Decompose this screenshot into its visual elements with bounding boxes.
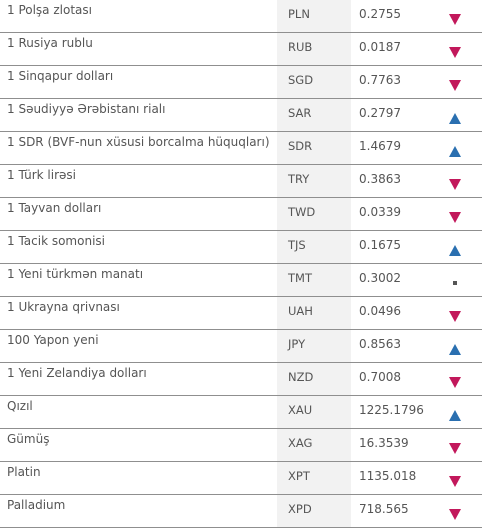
- arrow-up-icon: [449, 112, 461, 124]
- exchange-rate: 1135.018: [359, 469, 417, 483]
- arrow-down-icon: [449, 46, 461, 58]
- table-row: 1 Yeni türkmən manatı TMT 0.3002: [0, 264, 482, 297]
- exchange-rate: 0.2797: [359, 106, 401, 120]
- trend-indicator: [428, 231, 482, 263]
- arrow-down-icon: [449, 310, 461, 322]
- currency-name: 1 SDR (BVF-nun xüsusi borcalma hüquqları…: [7, 135, 270, 149]
- trend-indicator: [428, 396, 482, 428]
- currency-name: 1 Yeni türkmən manatı: [7, 267, 144, 281]
- currency-name: 1 Tayvan dolları: [7, 201, 102, 215]
- trend-indicator: [428, 429, 482, 461]
- currency-name: 1 Rusiya rublu: [7, 36, 93, 50]
- currency-code: UAH: [277, 297, 351, 329]
- table-row: 1 Sinqapur dolları SGD 0.7763: [0, 66, 482, 99]
- exchange-rate: 0.3863: [359, 172, 401, 186]
- currency-name: 1 Yeni Zelandiya dolları: [7, 366, 147, 380]
- currency-code: SGD: [277, 66, 351, 98]
- trend-indicator: [428, 99, 482, 131]
- currency-code: TJS: [277, 231, 351, 263]
- exchange-rate: 16.3539: [359, 436, 409, 450]
- currency-name: 1 Səudiyyə Ərəbistanı rialı: [7, 102, 166, 116]
- exchange-rate: 0.0187: [359, 40, 401, 54]
- exchange-rate: 1.4679: [359, 139, 401, 153]
- table-row: 1 Ukrayna qrivnası UAH 0.0496: [0, 297, 482, 330]
- trend-indicator: [428, 495, 482, 527]
- table-row: 1 Yeni Zelandiya dolları NZD 0.7008: [0, 363, 482, 396]
- table-row: 1 Rusiya rublu RUB 0.0187: [0, 33, 482, 66]
- currency-name: 1 Tacik somonisi: [7, 234, 105, 248]
- currency-name: 1 Sinqapur dolları: [7, 69, 114, 83]
- arrow-up-icon: [449, 343, 461, 355]
- currency-name: Platin: [7, 465, 41, 479]
- currency-code: RUB: [277, 33, 351, 65]
- table-row: Gümüş XAG 16.3539: [0, 429, 482, 462]
- trend-indicator: [428, 297, 482, 329]
- table-row: 1 Türk lirəsi TRY 0.3863: [0, 165, 482, 198]
- trend-indicator: [428, 330, 482, 362]
- currency-code: PLN: [277, 0, 351, 32]
- currency-name: Palladium: [7, 498, 66, 512]
- exchange-rate: 0.7008: [359, 370, 401, 384]
- currency-code: JPY: [277, 330, 351, 362]
- arrow-down-icon: [449, 508, 461, 520]
- currency-name: Qızıl: [7, 399, 33, 413]
- table-row: 1 Polşa zlotası PLN 0.2755: [0, 0, 482, 33]
- currency-code: TMT: [277, 264, 351, 296]
- table-row: Platin XPT 1135.018: [0, 462, 482, 495]
- currency-code: XPD: [277, 495, 351, 527]
- table-row: 100 Yapon yeni JPY 0.8563: [0, 330, 482, 363]
- exchange-rate: 0.1675: [359, 238, 401, 252]
- currency-name: Gümüş: [7, 432, 50, 446]
- exchange-rate: 0.3002: [359, 271, 401, 285]
- currency-name: 1 Polşa zlotası: [7, 3, 92, 17]
- currency-code: SAR: [277, 99, 351, 131]
- exchange-rate: 0.8563: [359, 337, 401, 351]
- exchange-rate: 0.2755: [359, 7, 401, 21]
- unchanged-icon: [453, 281, 457, 285]
- arrow-down-icon: [449, 13, 461, 25]
- currency-code: XAU: [277, 396, 351, 428]
- currency-name: 1 Türk lirəsi: [7, 168, 77, 182]
- currency-code: NZD: [277, 363, 351, 395]
- arrow-up-icon: [449, 244, 461, 256]
- trend-indicator: [428, 66, 482, 98]
- arrow-down-icon: [449, 376, 461, 388]
- currency-code: TRY: [277, 165, 351, 197]
- exchange-rate: 1225.1796: [359, 403, 424, 417]
- trend-indicator: [428, 165, 482, 197]
- table-row: Palladium XPD 718.565: [0, 495, 482, 528]
- currency-code: SDR: [277, 132, 351, 164]
- table-row: 1 SDR (BVF-nun xüsusi borcalma hüquqları…: [0, 132, 482, 165]
- currency-name: 1 Ukrayna qrivnası: [7, 300, 120, 314]
- trend-indicator: [428, 462, 482, 494]
- arrow-up-icon: [449, 145, 461, 157]
- currency-name: 100 Yapon yeni: [7, 333, 99, 347]
- table-row: 1 Səudiyyə Ərəbistanı rialı SAR 0.2797: [0, 99, 482, 132]
- trend-indicator: [428, 132, 482, 164]
- exchange-rate: 0.7763: [359, 73, 401, 87]
- arrow-down-icon: [449, 475, 461, 487]
- exchange-rate: 0.0496: [359, 304, 401, 318]
- trend-indicator: [428, 363, 482, 395]
- currency-code: TWD: [277, 198, 351, 230]
- trend-indicator: [428, 198, 482, 230]
- table-row: 1 Tacik somonisi TJS 0.1675: [0, 231, 482, 264]
- table-row: 1 Tayvan dolları TWD 0.0339: [0, 198, 482, 231]
- arrow-up-icon: [449, 409, 461, 421]
- trend-indicator: [428, 33, 482, 65]
- exchange-rate: 0.0339: [359, 205, 401, 219]
- currency-code: XAG: [277, 429, 351, 461]
- trend-indicator: [428, 0, 482, 32]
- arrow-down-icon: [449, 178, 461, 190]
- table-row: Qızıl XAU 1225.1796: [0, 396, 482, 429]
- currency-code: XPT: [277, 462, 351, 494]
- arrow-down-icon: [449, 211, 461, 223]
- arrow-down-icon: [449, 442, 461, 454]
- arrow-down-icon: [449, 79, 461, 91]
- trend-indicator: [428, 264, 482, 296]
- exchange-rate: 718.565: [359, 502, 409, 516]
